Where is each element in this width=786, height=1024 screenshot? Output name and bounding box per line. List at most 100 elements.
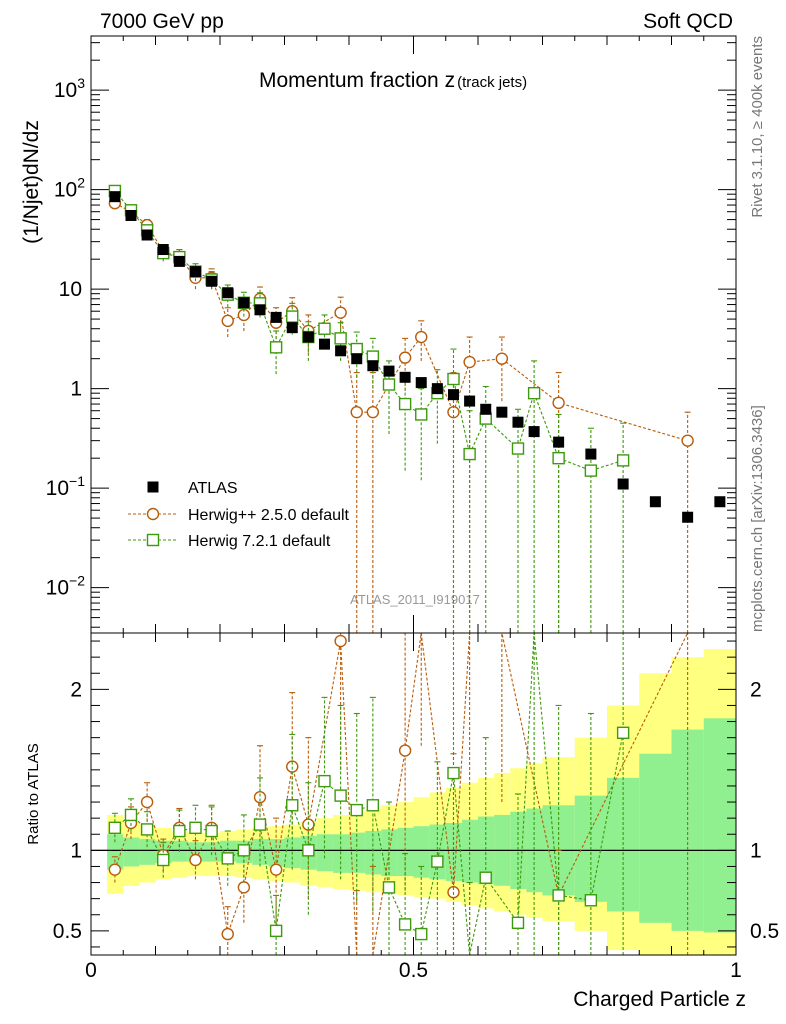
main-plot-title-text: Momentum fraction z: [259, 69, 455, 92]
herwig-2-5-0-default-point: [552, 396, 565, 410]
ratio-band-green: [413, 826, 430, 878]
ratio-herwig-7-2-1-default-point: [173, 824, 186, 838]
mcplots-label: mcplots.cern.ch [arXiv:1306.3436]: [749, 405, 766, 632]
legend: ATLAS Herwig++ 2.5.0 default Herwig 7.2.1 …: [128, 480, 350, 550]
atlas-point: [431, 383, 443, 395]
ratio-x-tick-label: 0: [85, 959, 97, 982]
ratio-band-green: [107, 834, 124, 870]
atlas-point: [222, 287, 234, 299]
ratio-herwig-7-2-1-default-point: [479, 871, 492, 884]
ratio-herwig-7-2-1-default-point: [253, 818, 267, 831]
ratio-herwig-7-2-1-default-point: [302, 844, 315, 857]
watermark-label: ATLAS_2011_I919017: [350, 592, 480, 607]
main-y-tick-label: 10−2: [46, 573, 86, 600]
main-y-tick-exp: 2: [77, 175, 85, 191]
herwig-7-2-1-default-point: [527, 386, 541, 400]
main-y-tick-label: 103: [54, 75, 85, 102]
legend-atlas-marker: [147, 481, 159, 493]
atlas-point: [351, 353, 363, 365]
atlas-point: [553, 436, 565, 448]
ratio-herwig-2-5-0-default-point: [269, 863, 283, 876]
atlas-point: [125, 209, 137, 221]
ratio-y-tick-label-left: 0.5: [53, 920, 82, 943]
herwig-7-2-1-default-line: [114, 190, 624, 472]
ratio-band-green: [252, 839, 269, 865]
atlas-point: [399, 371, 411, 383]
ratio-herwig-7-2-1-default-point: [398, 918, 412, 931]
herwig-2-5-0-default-point: [398, 351, 412, 364]
ratio-herwig-7-2-1-default-point: [431, 855, 444, 868]
ratio-herwig-7-2-1-default-point: [382, 881, 396, 894]
atlas-point: [649, 496, 661, 508]
ratio-herwig-7-2-1-default-point: [334, 789, 347, 802]
atlas-point: [714, 496, 726, 508]
ratio-y-axis-label: Ratio to ATLAS: [25, 743, 42, 844]
herwig-7-2-1-default-point: [382, 378, 396, 391]
herwig-2-5-0-default-point: [366, 405, 380, 419]
ratio-herwig-7-2-1-default-point: [318, 774, 331, 788]
ratio-y-tick-label-right: 1: [750, 839, 762, 862]
main-plot-title: Momentum fraction z (track jets): [259, 69, 527, 92]
herwig-7-2-1-default-point: [318, 322, 331, 335]
atlas-point: [238, 297, 250, 309]
atlas-point: [141, 229, 153, 241]
main-y-tick-base: 10: [46, 477, 69, 500]
atlas-point: [383, 365, 395, 377]
ratio-herwig-7-2-1-default-point: [286, 799, 299, 812]
ratio-herwig-7-2-1-default-point: [237, 844, 251, 857]
ratio-band-green: [703, 718, 736, 933]
herwig-7-2-1-default-point: [552, 451, 565, 465]
herwig-7-2-1-default-point: [286, 310, 299, 323]
herwig-2-5-0-default-point: [334, 306, 347, 319]
herwig-7-2-1-default-point: [447, 372, 460, 386]
ratio-band-green: [203, 842, 220, 862]
atlas-point: [367, 360, 379, 372]
ratio-x-tick-label: 0.5: [399, 959, 428, 982]
ratio-plot-panel: 0 0.5 10.5 0.51 12 2 Ratio to ATLAS Charged P…: [25, 632, 779, 1011]
ratio-herwig-7-2-1-default-point: [269, 924, 283, 938]
ratio-herwig-7-2-1-default-point: [124, 808, 138, 822]
herwig-2-5-0-default-point: [495, 352, 509, 365]
rivet-version-label: Rivet 3.1.10, ≥ 400k events: [749, 36, 766, 218]
atlas-point: [464, 395, 476, 407]
main-y-tick-exp: 3: [77, 75, 85, 91]
main-y-tick-label: 10: [59, 278, 82, 301]
ratio-herwig-7-2-1-default-point: [108, 821, 122, 835]
main-y-axis-label: (1/Njet)dN/dz: [20, 120, 43, 244]
herwig-2-5-0-default-point: [415, 330, 428, 344]
ratio-herwig-2-5-0-default-point: [221, 927, 234, 941]
herwig-7-2-1-default-point: [350, 342, 363, 356]
ratio-herwig-7-2-1-default-point: [140, 823, 154, 836]
herwig-7-2-1-default-point: [269, 341, 283, 354]
ratio-herwig-7-2-1-default-point: [157, 853, 170, 867]
atlas-point: [617, 478, 629, 490]
ratio-band-green: [349, 832, 366, 873]
ratio-herwig-7-2-1-default-point: [616, 726, 630, 740]
atlas-point: [480, 403, 492, 415]
ratio-herwig-2-5-0-default-point: [334, 634, 347, 648]
herwig-2-5-0-default-point: [463, 355, 476, 369]
atlas-point: [335, 345, 347, 357]
ratio-plot-frame: [90, 632, 737, 956]
ratio-herwig-7-2-1-default-point: [584, 894, 598, 907]
ratio-band-green: [397, 827, 414, 877]
main-y-tick-base: 10: [54, 179, 77, 202]
atlas-point: [496, 406, 508, 418]
ratio-y-tick-label-left: 1: [70, 839, 82, 862]
ratio-herwig-7-2-1-default-point: [189, 821, 202, 835]
main-y-tick-base: 10: [54, 79, 77, 102]
herwig-7-2-1-default-point: [398, 397, 412, 411]
ratio-herwig-7-2-1-default-point: [511, 916, 525, 929]
atlas-point: [270, 311, 282, 323]
x-axis-label: Charged Particle z: [573, 988, 746, 1011]
atlas-point: [189, 266, 201, 278]
atlas-point: [447, 389, 459, 401]
ratio-y-tick-label-right: 0.5: [750, 920, 779, 943]
atlas-point: [302, 331, 314, 343]
atlas-point: [528, 426, 540, 438]
atlas-point: [318, 338, 330, 350]
herwig-2-5-0-default-point: [681, 434, 694, 447]
legend-herwig-7-2-1-default-label: Herwig 7.2.1 default: [188, 533, 331, 550]
herwig-7-2-1-default-point: [463, 447, 476, 461]
